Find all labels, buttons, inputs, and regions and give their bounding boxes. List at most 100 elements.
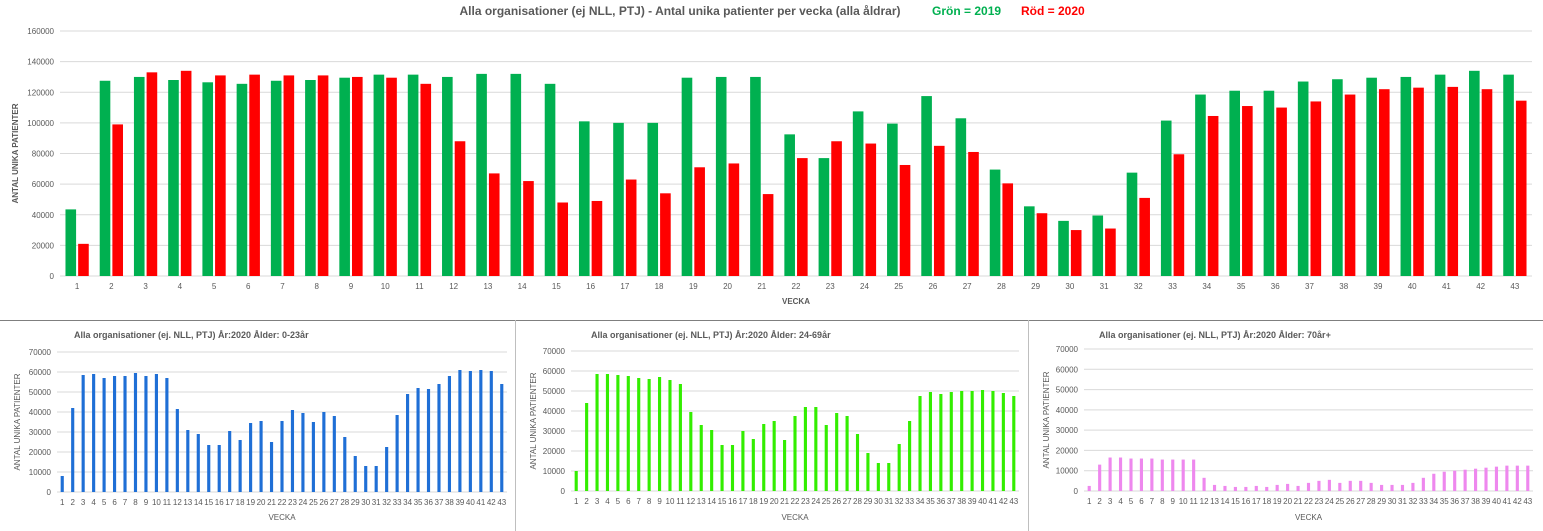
y-tick-label: 20000 bbox=[543, 447, 566, 456]
bar bbox=[637, 378, 641, 491]
x-tick-label: 37 bbox=[947, 497, 956, 506]
bar bbox=[699, 425, 703, 491]
y-tick-label: 40000 bbox=[543, 407, 566, 416]
bar bbox=[557, 202, 569, 276]
x-tick-label: 34 bbox=[916, 497, 925, 506]
bar bbox=[783, 440, 787, 491]
x-tick-label: 21 bbox=[780, 497, 789, 506]
panel-divider-2 bbox=[1028, 320, 1029, 531]
x-tick-label: 38 bbox=[957, 497, 966, 506]
bar bbox=[1202, 477, 1206, 491]
x-tick-label: 11 bbox=[676, 497, 685, 506]
bar bbox=[585, 403, 589, 491]
bar bbox=[1463, 469, 1467, 491]
bar bbox=[1348, 480, 1352, 491]
x-tick-label: 24 bbox=[811, 497, 820, 506]
x-tick-label: 26 bbox=[832, 497, 841, 506]
x-tick-label: 19 bbox=[689, 282, 698, 291]
x-tick-label: 32 bbox=[1408, 497, 1417, 506]
bar bbox=[407, 74, 419, 276]
bar bbox=[1129, 458, 1133, 491]
bar bbox=[154, 374, 158, 492]
bar bbox=[1515, 100, 1527, 276]
x-axis-label: VECKA bbox=[781, 513, 809, 522]
bar bbox=[353, 456, 357, 492]
x-tick-label: 19 bbox=[759, 497, 768, 506]
bar bbox=[60, 476, 64, 492]
x-tick-label: 3 bbox=[1108, 497, 1113, 506]
bar bbox=[1469, 70, 1480, 276]
bar bbox=[831, 141, 842, 276]
y-tick-label: 10000 bbox=[1056, 467, 1079, 476]
x-tick-label: 14 bbox=[194, 498, 203, 507]
bar bbox=[283, 75, 295, 276]
bar bbox=[855, 434, 860, 491]
x-tick-label: 6 bbox=[626, 497, 631, 506]
bar bbox=[939, 394, 943, 491]
x-tick-label: 41 bbox=[1442, 282, 1451, 291]
x-tick-label: 16 bbox=[728, 497, 737, 506]
bar bbox=[1001, 393, 1005, 491]
bar bbox=[681, 77, 693, 276]
x-axis-label: VECKA bbox=[1295, 513, 1323, 522]
x-tick-label: 19 bbox=[246, 498, 255, 507]
x-tick-label: 5 bbox=[616, 497, 621, 506]
bar bbox=[236, 83, 248, 276]
x-tick-label: 17 bbox=[738, 497, 747, 506]
x-tick-label: 42 bbox=[1513, 497, 1522, 506]
bar bbox=[489, 371, 493, 492]
x-tick-label: 35 bbox=[414, 498, 423, 507]
x-tick-label: 4 bbox=[605, 497, 610, 506]
y-tick-label: 0 bbox=[561, 487, 566, 496]
x-tick-label: 42 bbox=[999, 497, 1008, 506]
y-tick-label: 70000 bbox=[1056, 345, 1079, 354]
x-tick-label: 27 bbox=[843, 497, 852, 506]
x-tick-label: 4 bbox=[91, 498, 96, 507]
bar bbox=[301, 413, 305, 492]
x-tick-label: 34 bbox=[1202, 282, 1211, 291]
bar bbox=[968, 151, 979, 276]
bar bbox=[899, 164, 911, 276]
bar bbox=[426, 389, 431, 492]
y-tick-label: 50000 bbox=[543, 387, 566, 396]
x-tick-label: 33 bbox=[905, 497, 914, 506]
x-tick-label: 30 bbox=[361, 498, 370, 507]
bar bbox=[102, 378, 106, 492]
bar bbox=[123, 376, 127, 492]
y-tick-label: 10000 bbox=[29, 468, 52, 477]
x-tick-label: 20 bbox=[770, 497, 779, 506]
bar bbox=[1503, 74, 1514, 276]
bar bbox=[238, 440, 242, 492]
bar bbox=[1012, 396, 1016, 491]
bar bbox=[406, 394, 410, 492]
bar bbox=[852, 111, 864, 276]
bar bbox=[1118, 457, 1123, 491]
x-tick-label: 3 bbox=[81, 498, 86, 507]
chart-title: Alla organisationer (ej. NLL, PTJ) År:20… bbox=[591, 330, 831, 340]
bar bbox=[447, 376, 452, 492]
y-tick-label: 60000 bbox=[543, 367, 566, 376]
x-tick-label: 15 bbox=[1231, 497, 1240, 506]
bar bbox=[1150, 458, 1154, 491]
x-tick-label: 7 bbox=[636, 497, 641, 506]
bar bbox=[1181, 459, 1185, 491]
x-tick-label: 18 bbox=[749, 497, 758, 506]
bar bbox=[613, 122, 624, 276]
y-tick-label: 160000 bbox=[27, 27, 54, 36]
bar bbox=[186, 430, 190, 492]
y-tick-label: 70000 bbox=[543, 347, 566, 356]
bar bbox=[468, 371, 472, 492]
x-tick-label: 17 bbox=[225, 498, 234, 507]
x-tick-label: 34 bbox=[1429, 497, 1438, 506]
bar bbox=[317, 75, 329, 276]
bar bbox=[933, 145, 945, 276]
y-tick-label: 40000 bbox=[32, 211, 55, 220]
bar bbox=[574, 471, 578, 491]
bar bbox=[989, 169, 1001, 276]
bar bbox=[112, 376, 117, 492]
x-tick-label: 13 bbox=[483, 282, 492, 291]
bar bbox=[751, 439, 755, 491]
y-tick-label: 140000 bbox=[27, 58, 54, 67]
x-tick-label: 37 bbox=[435, 498, 444, 507]
bar bbox=[1105, 228, 1116, 276]
